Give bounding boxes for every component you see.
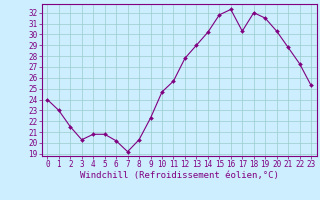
X-axis label: Windchill (Refroidissement éolien,°C): Windchill (Refroidissement éolien,°C) <box>80 171 279 180</box>
